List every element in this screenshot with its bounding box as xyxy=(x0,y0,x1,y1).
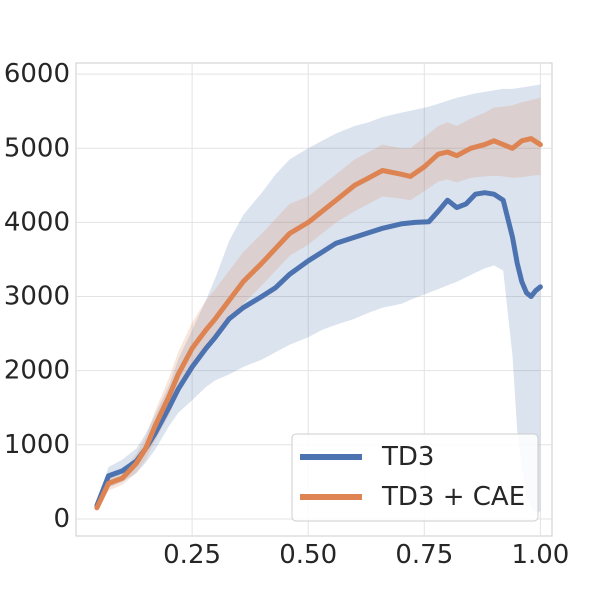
x-tick-label: 1.00 xyxy=(511,540,569,570)
y-tick-label: 0 xyxy=(53,504,70,534)
series-line-0 xyxy=(94,190,543,509)
legend-label-0: TD3 xyxy=(381,442,434,472)
series-line-1 xyxy=(94,136,543,511)
series-lines xyxy=(94,136,543,511)
x-axis-ticks: 0.25 0.50 0.75 1.00 xyxy=(163,540,569,570)
x-tick-label: 0.50 xyxy=(279,540,337,570)
y-tick-label: 6000 xyxy=(4,59,70,89)
x-tick-label: 0.75 xyxy=(395,540,453,570)
y-axis-ticks: 0 1000 2000 3000 4000 5000 6000 xyxy=(4,59,70,534)
y-tick-label: 4000 xyxy=(4,207,70,237)
y-tick-label: 2000 xyxy=(4,356,70,386)
legend: TD3 TD3 + CAE xyxy=(291,433,539,522)
series-band-0 xyxy=(96,84,541,512)
y-tick-label: 3000 xyxy=(4,282,70,312)
y-tick-label: 1000 xyxy=(4,430,70,460)
y-tick-label: 5000 xyxy=(4,133,70,163)
legend-label-1: TD3 + CAE xyxy=(381,482,525,512)
x-tick-label: 0.25 xyxy=(163,540,221,570)
